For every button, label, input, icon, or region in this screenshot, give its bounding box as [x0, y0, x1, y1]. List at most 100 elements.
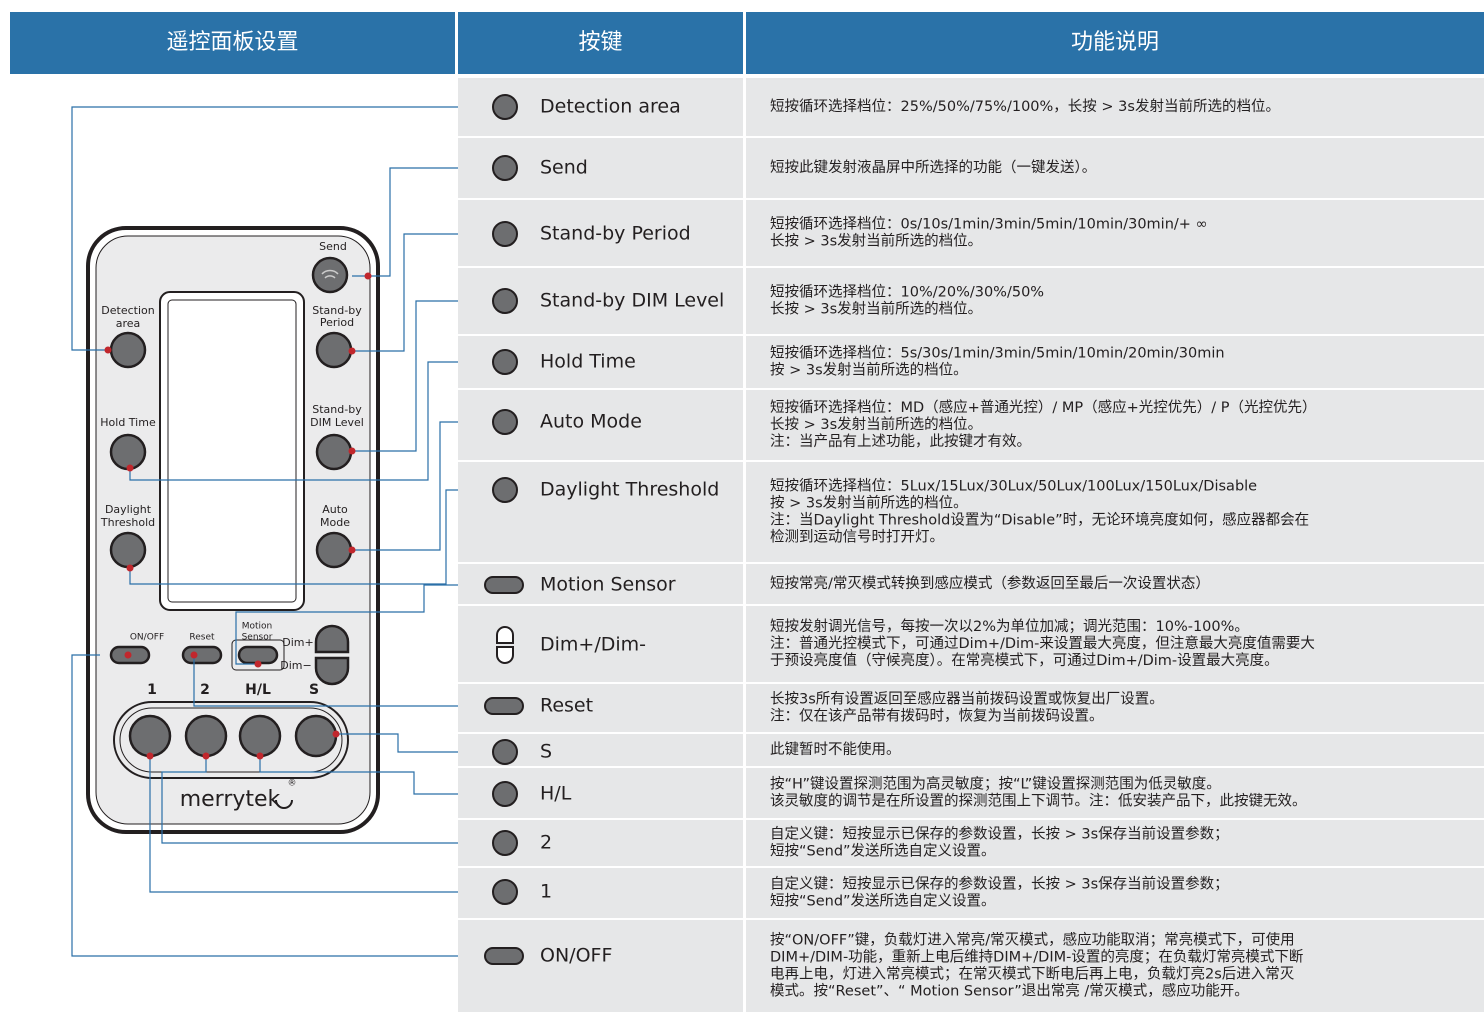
header-cell [10, 12, 455, 74]
remote-label: Dim+ [282, 636, 313, 649]
description-line: 短按循环选择档位：MD（感应+普通光控）/ MP（感应+光控优先）/ P（光控优… [770, 398, 1316, 416]
description-line: 模式。按“Reset”、“ Motion Sensor”退出常亮 /常灭模式，感… [770, 982, 1249, 1000]
key-name: Hold Time [540, 351, 636, 373]
remote-label: Reset [189, 633, 215, 643]
key-name: H/L [540, 783, 572, 805]
description-line: 按“H”键设置探测范围为高灵敏度；按“L”键设置探测范围为低灵敏度。 [770, 776, 1221, 793]
row-desc-bg [746, 734, 1484, 766]
key-icon [496, 646, 514, 664]
key-icon [496, 626, 514, 644]
remote-label: area [116, 317, 141, 330]
remote-label: S [309, 682, 319, 698]
remote-label: Mode [320, 516, 350, 529]
description-line: 注：仅在该产品带有拨码时，恢复为当前拨码设置。 [770, 707, 1104, 725]
remote-label: ON/OFF [130, 633, 164, 643]
description-line: 短按循环选择档位：5Lux/15Lux/30Lux/50Lux/100Lux/1… [770, 478, 1257, 495]
description-line: 短按循环选择档位：5s/30s/1min/3min/5min/10min/20m… [770, 345, 1225, 362]
row-desc-bg [746, 606, 1484, 682]
key-name: S [540, 741, 552, 763]
row-desc-bg [746, 268, 1484, 334]
remote-drawing [86, 226, 380, 834]
key-name: Reset [540, 695, 593, 717]
remote-label: Stand-by [312, 304, 362, 317]
key-icon [492, 739, 518, 765]
description-line: 短按循环选择档位：10%/20%/30%/50% [770, 284, 1044, 301]
key-name: Stand-by DIM Level [540, 290, 724, 312]
description-line: 短按“Send”发送所选自定义设置。 [770, 893, 996, 910]
description-line: 自定义键：短按显示已保存的参数设置，长按 > 3s保存当前设置参数； [770, 876, 1229, 893]
remote-label: merrytek [180, 787, 281, 812]
description-line: 短按常亮/常灭模式转换到感应模式（参数返回至最后一次设置状态） [770, 574, 1210, 592]
row-desc-bg [746, 138, 1484, 198]
remote-label: Dim− [280, 659, 311, 672]
remote-label: Stand-by [312, 403, 362, 416]
header-cell [746, 12, 1484, 74]
remote-label: Auto [322, 503, 348, 516]
remote-label: DIM Level [310, 416, 364, 429]
key-icon [492, 830, 518, 856]
key-icon [492, 94, 518, 120]
description-line: 按“ON/OFF”键，负载灯进入常亮/常灭模式，感应功能取消；常亮模式下，可使用 [770, 931, 1295, 949]
key-name: 1 [540, 881, 552, 903]
key-icon [492, 879, 518, 905]
header-title: 遥控面板设置 [166, 30, 298, 55]
description-line: 注：当产品有上述功能，此按键才有效。 [770, 433, 1031, 450]
key-icon [492, 349, 518, 375]
remote-label: Daylight [105, 503, 152, 516]
description-line: 长按 > 3s发射当前所选的档位。 [770, 416, 982, 433]
row-desc-bg [746, 684, 1484, 732]
description-line: 于预设亮度值（守候亮度）。在常亮模式下，可通过Dim+/Dim-设置最大亮度。 [770, 652, 1279, 669]
key-name: Send [540, 157, 588, 179]
remote-label: Motion [242, 622, 273, 632]
key-name: Dim+/Dim- [540, 634, 646, 656]
row-key-bg [458, 462, 743, 562]
row-desc-bg [746, 336, 1484, 388]
description-line: 按 > 3s发射当前所选的档位。 [770, 495, 968, 512]
description-line: 检测到运动信号时打开灯。 [770, 529, 944, 546]
description-line: 电再上电，灯进入常亮模式；在常灭模式下断电后再上电，负载灯亮2s后进入常灭 [770, 966, 1295, 983]
remote-label: Detection [101, 304, 154, 317]
key-icon [492, 409, 518, 435]
remote-label: Period [320, 316, 354, 329]
key-name: Detection area [540, 96, 681, 118]
key-icon [484, 697, 524, 715]
remote-label: Send [319, 240, 347, 253]
row-desc-bg [746, 200, 1484, 266]
remote-label: Threshold [100, 516, 155, 529]
description-line: 短按发射调光信号，每按一次以2%为单位加减；调光范围：10%-100%。 [770, 618, 1249, 635]
row-desc-bg [746, 462, 1484, 562]
remote-label: 1 [147, 682, 157, 698]
row-key-bg [458, 920, 743, 1012]
description-line: 此键暂时不能使用。 [770, 741, 901, 758]
remote-label: H/L [245, 682, 271, 698]
connectors [71, 106, 490, 957]
key-icon [492, 155, 518, 181]
key-name: Daylight Threshold [540, 479, 719, 501]
header-title: 功能说明 [1071, 30, 1159, 55]
key-name: ON/OFF [540, 945, 612, 967]
description-line: 短按循环选择档位：25%/50%/75%/100%，长按 > 3s发射当前所选的… [770, 98, 1280, 115]
description-line: 短按此键发射液晶屏中所选择的功能（一键发送）。 [770, 159, 1096, 176]
description-line: 自定义键：短按显示已保存的参数设置，长按 > 3s保存当前设置参数； [770, 826, 1229, 843]
description-line: 该灵敏度的调节是在所设置的探测范围上下调节。注：低安装产品下，此按键无效。 [770, 793, 1307, 810]
description-line: 注：当Daylight Threshold设置为“Disable”时，无论环境亮… [770, 511, 1309, 529]
description-line: 短按循环选择档位：0s/10s/1min/3min/5min/10min/30m… [770, 216, 1208, 233]
key-icon [492, 288, 518, 314]
row-desc-bg [746, 920, 1484, 1012]
row-desc-bg [746, 768, 1484, 818]
description-line: 短按“Send”发送所选自定义设置。 [770, 843, 996, 860]
description-line: 长按 > 3s发射当前所选的档位。 [770, 301, 982, 318]
key-icon [492, 477, 518, 503]
header-cell [458, 12, 743, 74]
remote-label: Sensor [242, 633, 273, 643]
row-desc-bg [746, 564, 1484, 604]
key-icon [484, 947, 524, 965]
description-line: 按 > 3s发射当前所选的档位。 [770, 362, 968, 379]
row-desc-bg [746, 820, 1484, 866]
row-desc-bg [746, 390, 1484, 460]
key-name: Motion Sensor [540, 574, 676, 596]
remote-label: 2 [200, 682, 210, 698]
row-desc-bg [746, 78, 1484, 136]
key-name: Auto Mode [540, 411, 642, 433]
